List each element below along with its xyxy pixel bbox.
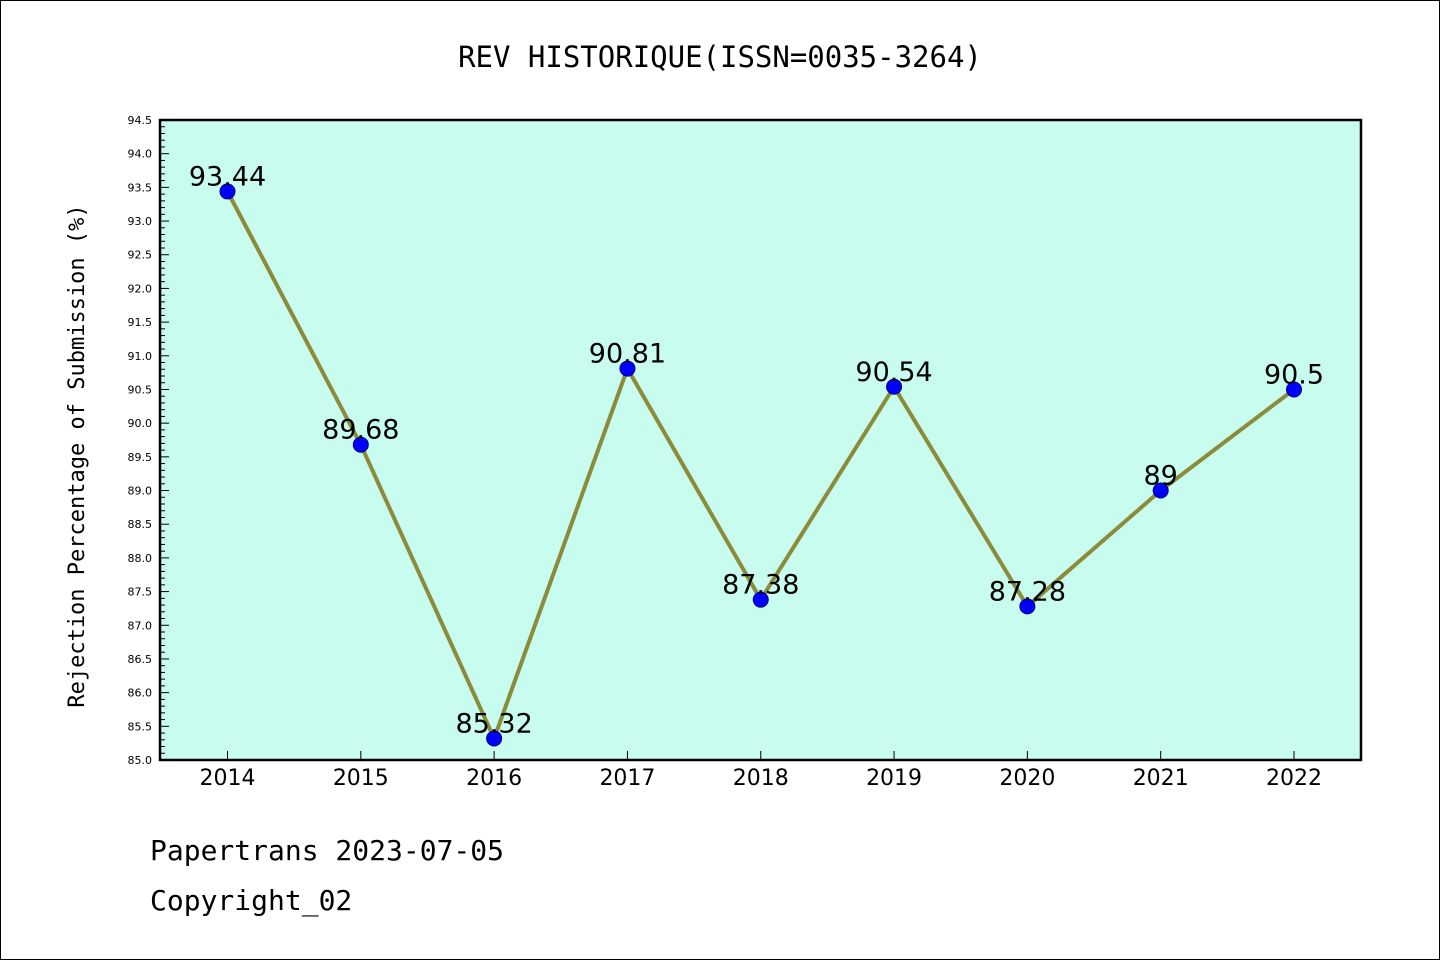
y-tick-label: 93.0 <box>128 215 153 228</box>
x-tick-label: 2015 <box>333 766 389 791</box>
y-tick-label: 91.5 <box>128 316 153 329</box>
y-tick-label: 94.0 <box>128 148 153 161</box>
data-point <box>352 436 369 453</box>
data-label: 87.28 <box>989 576 1066 607</box>
series-group: 93.44 89.68 85.32 90.81 87.38 90.54 87.28 89 90.… <box>189 161 1324 747</box>
x-tick-label: 2019 <box>866 766 922 791</box>
data-point <box>886 378 903 395</box>
y-tick-label: 94.5 <box>128 114 153 127</box>
x-tick-label: 2014 <box>200 766 256 791</box>
data-label: 87.38 <box>722 570 799 601</box>
y-tick-label: 88.5 <box>128 518 153 531</box>
footer-date: Papertrans 2023-07-05 <box>150 834 505 867</box>
x-tick-label: 2018 <box>733 766 789 791</box>
y-tick-label: 90.5 <box>128 383 153 396</box>
data-label: 90.54 <box>855 357 932 388</box>
data-label: 90.81 <box>589 339 666 370</box>
data-point <box>619 360 636 377</box>
x-tick-label: 2017 <box>599 766 655 791</box>
y-tick-label: 88.0 <box>128 552 153 565</box>
y-tick-label: 86.0 <box>128 687 153 700</box>
y-tick-label: 87.0 <box>128 619 153 632</box>
y-tick-label: 89.0 <box>128 485 153 498</box>
y-tick-label: 92.0 <box>128 282 153 295</box>
data-label: 85.32 <box>455 708 532 739</box>
y-tick-label: 87.5 <box>128 586 153 599</box>
y-axis-ticks <box>160 119 169 761</box>
y-axis-tick-labels: 85.0 85.5 86.0 86.5 87.0 87.5 88.0 88.5 89.0 89.5… <box>128 114 153 767</box>
data-point <box>486 730 503 747</box>
x-tick-label: 2021 <box>1133 766 1189 791</box>
y-tick-label: 89.5 <box>128 451 153 464</box>
y-tick-label: 92.5 <box>128 249 153 262</box>
data-label: 89.68 <box>322 415 399 446</box>
data-label: 90.5 <box>1264 359 1324 390</box>
x-tick-label: 2016 <box>466 766 522 791</box>
y-axis-label: Rejection Percentage of Submission (%) <box>65 204 90 707</box>
y-tick-label: 85.0 <box>128 754 153 767</box>
x-tick-label: 2022 <box>1266 766 1322 791</box>
data-point <box>752 591 769 608</box>
y-tick-label: 91.0 <box>128 350 153 363</box>
chart-title: REV HISTORIQUE(ISSN=0035-3264) <box>458 40 982 74</box>
x-tick-label: 2020 <box>999 766 1055 791</box>
data-label: 93.44 <box>189 161 266 192</box>
data-point <box>1152 482 1169 499</box>
data-label: 89 <box>1144 461 1178 492</box>
data-point <box>219 183 236 200</box>
y-tick-label: 86.5 <box>128 653 153 666</box>
data-point <box>1019 598 1036 615</box>
x-axis-tick-labels: 2014 2015 2016 2017 2018 2019 2020 2021 2022 <box>200 766 1323 791</box>
data-point <box>1286 381 1302 398</box>
x-axis-ticks <box>227 751 1295 760</box>
y-tick-label: 90.0 <box>128 417 153 430</box>
y-tick-label: 93.5 <box>128 181 153 194</box>
y-tick-label: 85.5 <box>128 720 153 733</box>
footer-copyright: Copyright_02 <box>150 884 353 917</box>
